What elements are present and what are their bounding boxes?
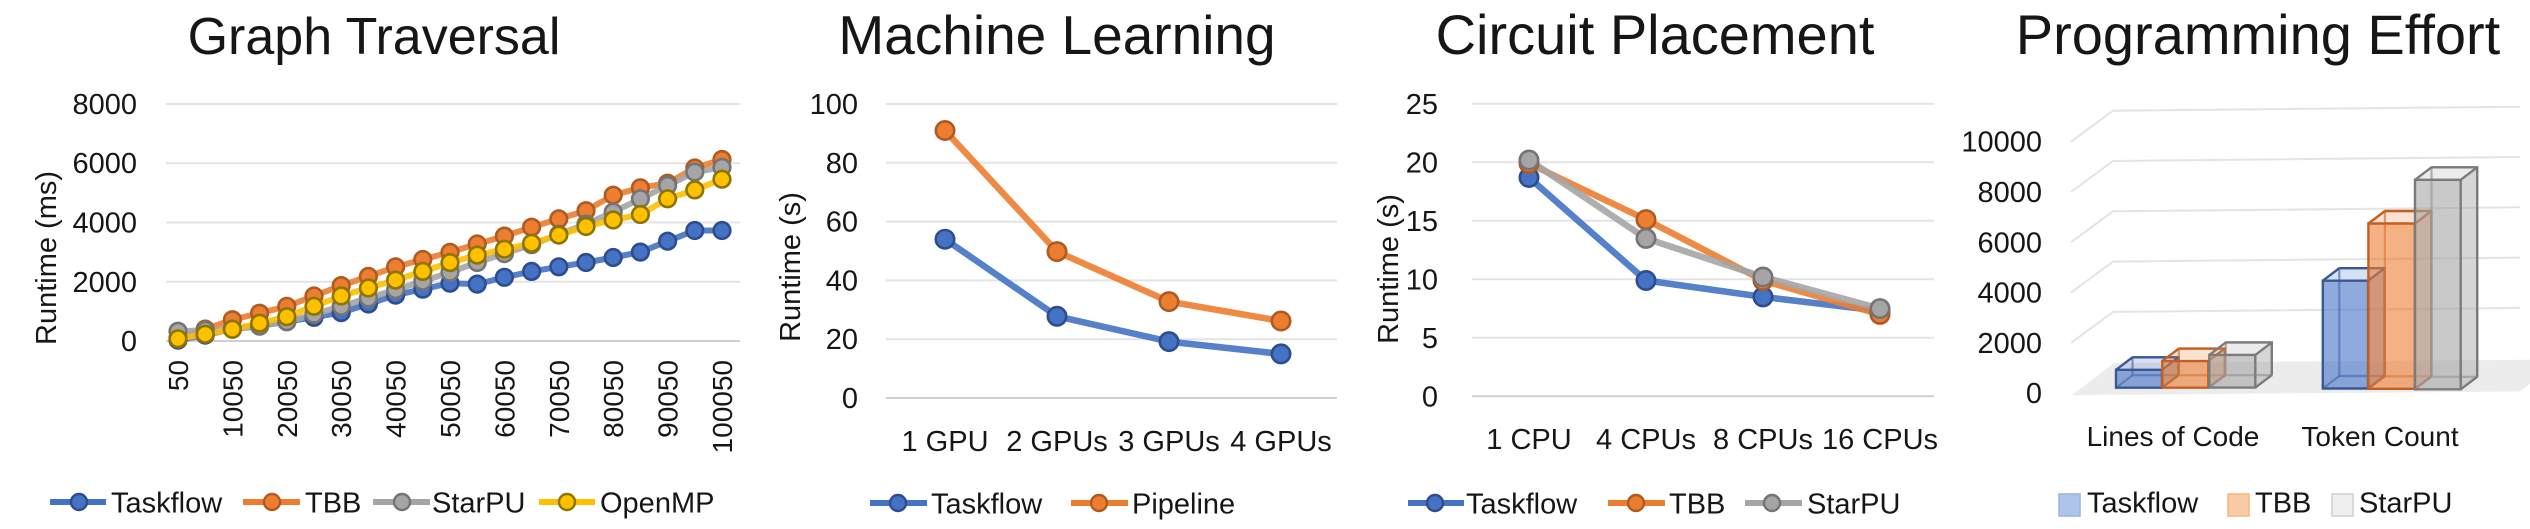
svg-text:1 CPU: 1 CPU [1486,424,1571,456]
svg-text:Token Count: Token Count [2301,421,2458,452]
svg-text:6000: 6000 [72,148,137,180]
svg-text:0: 0 [842,383,858,415]
svg-text:40050: 40050 [381,360,412,438]
svg-text:Runtime (s): Runtime (s) [775,192,807,342]
svg-text:Circuit Placement: Circuit Placement [1436,3,1875,66]
svg-text:40: 40 [826,265,858,297]
svg-text:Pipeline: Pipeline [1132,489,1235,521]
svg-text:0: 0 [121,326,137,358]
svg-text:Runtime (ms): Runtime (ms) [31,171,63,345]
svg-text:90050: 90050 [653,360,684,438]
svg-text:30050: 30050 [326,360,357,438]
svg-text:1 GPU: 1 GPU [901,426,988,458]
svg-text:Programming Effort: Programming Effort [2016,3,2501,66]
svg-text:Taskflow: Taskflow [1466,489,1578,521]
svg-text:Taskflow: Taskflow [111,488,223,520]
svg-text:Runtime (s): Runtime (s) [1373,194,1405,344]
svg-text:10: 10 [1406,264,1438,296]
svg-text:60050: 60050 [489,360,520,438]
svg-text:8000: 8000 [72,89,137,121]
svg-text:Taskflow: Taskflow [931,489,1043,521]
svg-text:TBB: TBB [305,488,361,520]
svg-text:2000: 2000 [72,267,137,299]
svg-text:Lines of Code: Lines of Code [2087,421,2260,452]
svg-text:70050: 70050 [544,360,575,438]
svg-text:StarPU: StarPU [2359,488,2452,520]
svg-text:100: 100 [810,89,858,121]
svg-text:5: 5 [1422,323,1438,355]
svg-text:80: 80 [826,148,858,180]
svg-text:TBB: TBB [1669,489,1725,521]
svg-text:50: 50 [163,360,194,391]
svg-text:4000: 4000 [72,208,137,240]
svg-text:TBB: TBB [2255,488,2311,520]
svg-text:20: 20 [826,324,858,356]
svg-text:4 CPUs: 4 CPUs [1596,424,1696,456]
svg-text:8000: 8000 [1977,177,2042,209]
svg-text:20: 20 [1406,147,1438,179]
svg-text:10050: 10050 [217,360,248,438]
svg-text:25: 25 [1406,89,1438,121]
svg-text:StarPU: StarPU [432,488,525,520]
svg-text:50050: 50050 [435,360,466,438]
svg-text:0: 0 [1422,381,1438,413]
svg-text:16 CPUs: 16 CPUs [1822,424,1938,456]
svg-text:4000: 4000 [1977,278,2042,310]
svg-text:100050: 100050 [707,360,738,453]
svg-text:2000: 2000 [1977,328,2042,360]
svg-text:StarPU: StarPU [1807,489,1900,521]
svg-text:OpenMP: OpenMP [600,488,714,520]
svg-text:0: 0 [2026,378,2042,410]
svg-text:15: 15 [1406,206,1438,238]
svg-text:60: 60 [826,207,858,239]
svg-text:8 CPUs: 8 CPUs [1713,424,1813,456]
svg-text:4 GPUs: 4 GPUs [1230,426,1332,458]
svg-text:2 GPUs: 2 GPUs [1006,426,1108,458]
svg-text:Graph Traversal: Graph Traversal [188,8,561,66]
svg-text:10000: 10000 [1961,127,2042,159]
svg-text:Taskflow: Taskflow [2087,488,2199,520]
svg-text:80050: 80050 [598,360,629,438]
svg-text:3 GPUs: 3 GPUs [1118,426,1220,458]
svg-text:20050: 20050 [272,360,303,438]
svg-text:Machine Learning: Machine Learning [838,4,1275,66]
svg-text:6000: 6000 [1977,227,2042,259]
